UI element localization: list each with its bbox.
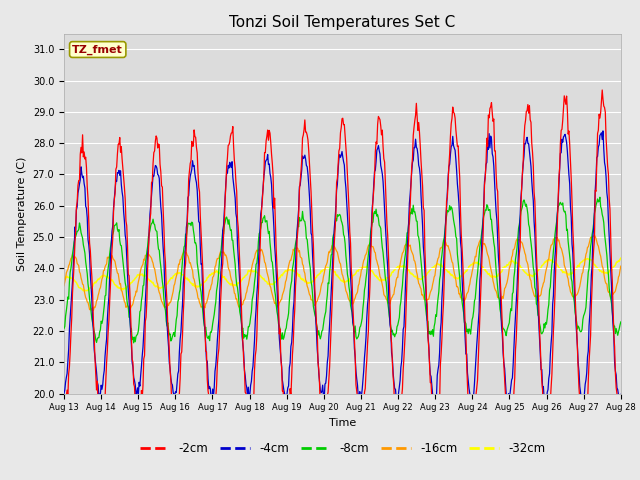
- Y-axis label: Soil Temperature (C): Soil Temperature (C): [17, 156, 27, 271]
- Legend: -2cm, -4cm, -8cm, -16cm, -32cm: -2cm, -4cm, -8cm, -16cm, -32cm: [135, 437, 550, 460]
- Text: TZ_fmet: TZ_fmet: [72, 44, 123, 55]
- X-axis label: Time: Time: [329, 418, 356, 428]
- Title: Tonzi Soil Temperatures Set C: Tonzi Soil Temperatures Set C: [229, 15, 456, 30]
